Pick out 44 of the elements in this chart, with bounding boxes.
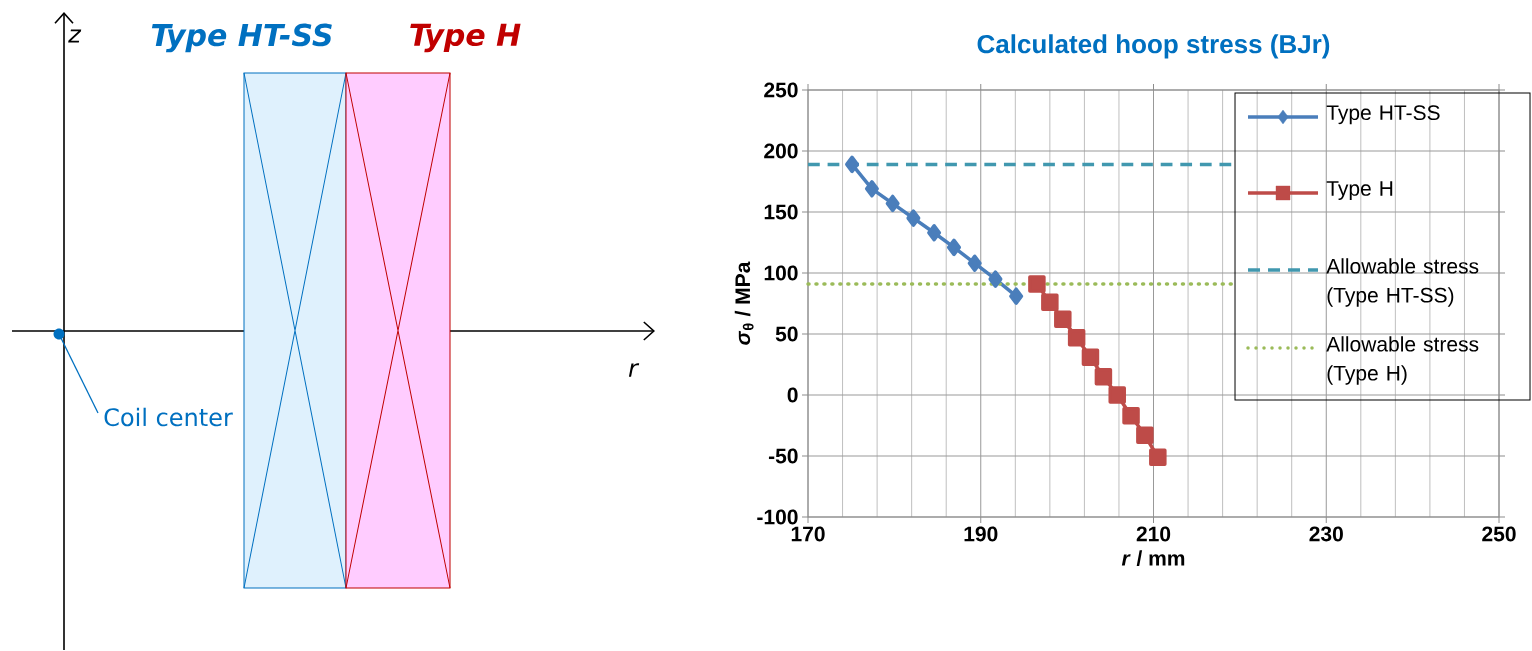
chart-title: Calculated hoop stress (BJr) [977, 34, 1330, 59]
y-tick-label: -100 [757, 509, 798, 525]
y-tick-label: 200 [764, 143, 798, 159]
point [988, 270, 1003, 288]
x-tick-label: 170 [791, 526, 825, 542]
point [927, 223, 942, 242]
x-tick-label: 210 [1136, 526, 1171, 542]
point [885, 194, 900, 213]
y-tick-label: -50 [768, 448, 798, 464]
point [1122, 406, 1140, 425]
point [1041, 293, 1059, 312]
y-tick-label: 250 [764, 82, 798, 98]
text: z [68, 29, 82, 43]
y-tick-label: 0 [787, 387, 798, 403]
text: Coil center [104, 407, 233, 427]
point [1054, 310, 1072, 329]
point [1067, 328, 1086, 347]
text: Type H [410, 23, 521, 53]
x-tick-label: 230 [1309, 526, 1343, 542]
text: r [628, 363, 640, 377]
point [845, 155, 860, 174]
text: Type HT-SS [151, 23, 332, 53]
legend-label: Type H [1326, 181, 1393, 200]
x-tick-label: 250 [1482, 526, 1516, 542]
point [1108, 386, 1126, 404]
point [946, 238, 961, 257]
point [1028, 275, 1046, 293]
point [1149, 448, 1167, 466]
point [906, 209, 921, 227]
legend-label: Type HT-SS [1326, 105, 1440, 125]
point [967, 254, 982, 272]
point [1136, 426, 1154, 445]
point [864, 180, 879, 198]
legend-label: Allowable stress (Type H) [1326, 336, 1479, 385]
point [1081, 348, 1100, 366]
y-tick-label: 50 [775, 326, 798, 342]
point [1009, 287, 1024, 305]
x-axis-title: r / mm [1121, 550, 1185, 566]
x-tick-label: 190 [964, 526, 998, 542]
y-axis-title: σ$_{θ}$ / MPa [734, 261, 754, 345]
y-tick-label: 100 [764, 265, 798, 281]
point [1094, 367, 1113, 386]
legend-label: Allowable stress (Type HT-SS) [1326, 258, 1479, 307]
y-tick-label: 150 [764, 204, 798, 220]
